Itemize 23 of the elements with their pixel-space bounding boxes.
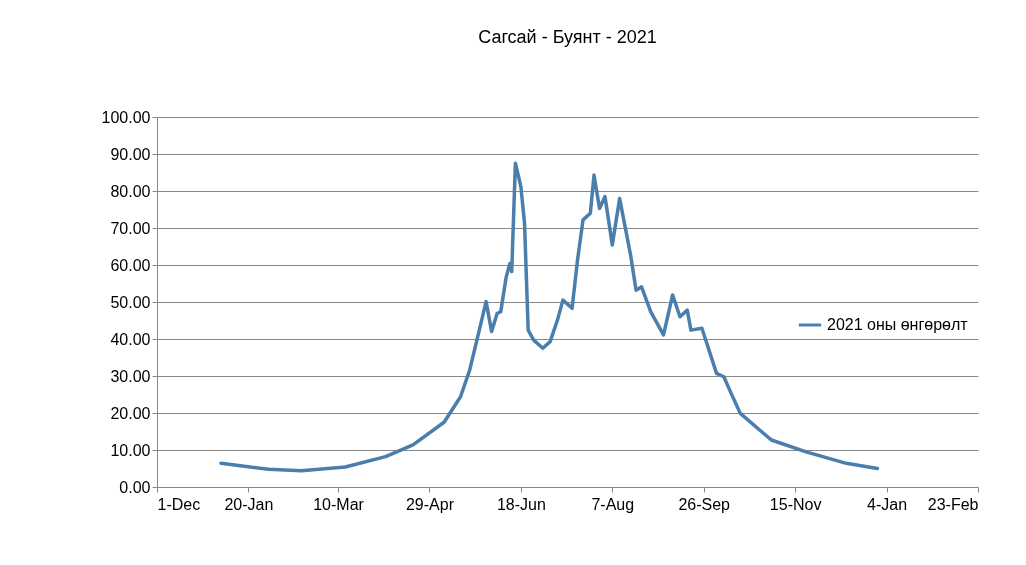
y-tick-label: 80.00: [110, 182, 151, 200]
x-tick-label: 26-Sep: [678, 495, 731, 513]
x-tick-label: 15-Nov: [769, 495, 822, 513]
x-tick-label: 4-Jan: [867, 495, 908, 513]
y-tick-label: 10.00: [110, 441, 151, 459]
y-tick-label: 50.00: [110, 293, 151, 311]
x-tick-label: 18-Jun: [496, 495, 546, 513]
y-tick-label: 40.00: [110, 330, 151, 348]
x-tick-label: 20-Jan: [224, 495, 274, 513]
y-tick-label: 0.00: [119, 478, 151, 496]
y-tick-label: 60.00: [110, 256, 151, 274]
y-tick-label: 100.00: [101, 108, 151, 126]
y-tick-label: 90.00: [110, 145, 151, 163]
x-tick-label: 23-Feb: [927, 495, 979, 513]
y-tick-label: 30.00: [110, 367, 151, 385]
x-tick-label: 1-Dec: [157, 495, 201, 513]
y-tick-label: 20.00: [110, 404, 151, 422]
x-tick-label: 10-Mar: [313, 495, 365, 513]
y-tick-label: 70.00: [110, 219, 151, 237]
x-tick-label: 7-Aug: [591, 495, 635, 513]
x-tick-label: 29-Apr: [405, 495, 455, 513]
legend-label: 2021 оны өнгөрөлт: [827, 316, 969, 333]
chart-title: Сагсай - Буянт - 2021: [478, 27, 657, 47]
